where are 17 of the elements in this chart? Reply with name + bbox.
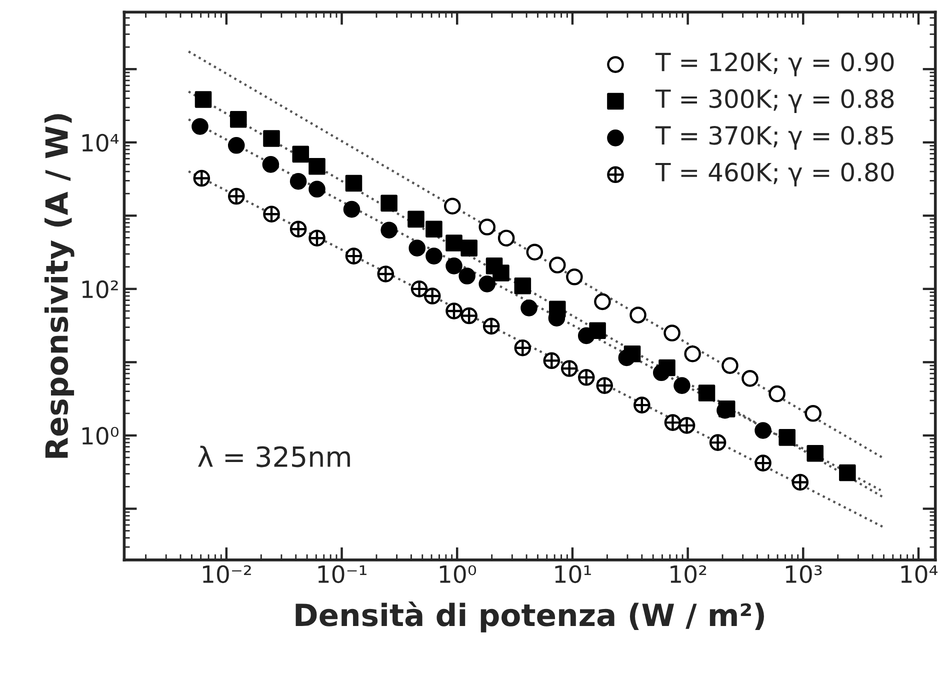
x-tick-label: 10⁻¹ [318,565,366,584]
x-tick-label: 10³ [786,565,822,584]
y-tick-label: 10² [82,280,118,298]
annotation: λ = 325nm [198,446,350,468]
y-tick-label: 10⁰ [82,426,119,445]
x-tick-label: 10² [670,565,706,584]
legend-label: T = 460K; γ = 0.80 [655,162,894,186]
x-tick-label: 10⁰ [440,565,476,584]
y-axis-title: Responsivity (A / W) [44,114,74,458]
legend-label: T = 370K; γ = 0.85 [655,126,894,150]
x-axis-title: Densità di potenza (W / m²) [296,602,764,632]
legend-label: T = 300K; γ = 0.88 [655,89,894,114]
y-tick-label: 10⁴ [82,134,119,152]
x-tick-label: 10¹ [555,565,591,584]
x-tick-label: 10⁴ [901,565,938,584]
x-tick-label: 10⁻² [203,565,251,584]
legend-label: T = 120K; γ = 0.90 [655,52,894,76]
